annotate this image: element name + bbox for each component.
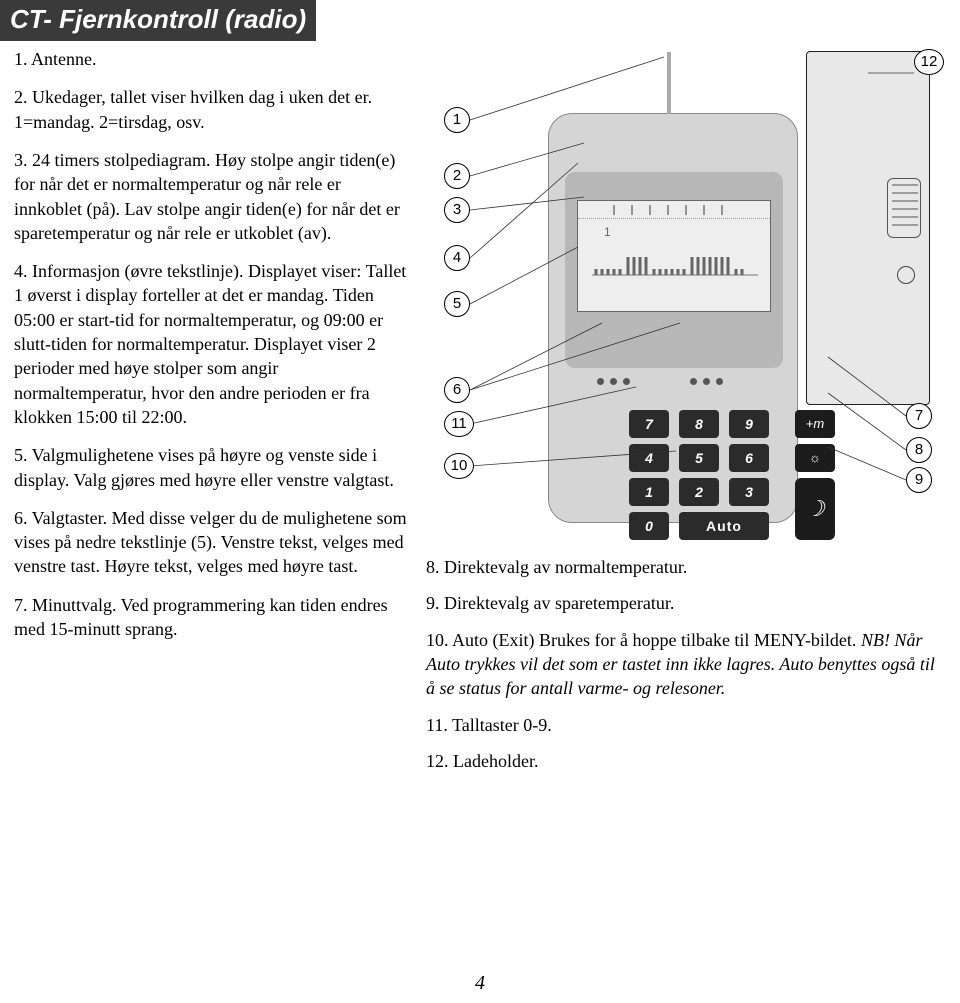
weekday-dashes — [578, 201, 770, 219]
callout-4: 4 — [444, 245, 470, 271]
key-sun[interactable]: ☼ — [795, 444, 835, 472]
key-1[interactable]: 1 — [629, 478, 669, 506]
key-plus-m[interactable]: +m — [795, 410, 835, 438]
callout-12: 12 — [914, 49, 944, 75]
item-8: 8. Direktevalg av normaltemperatur. — [426, 555, 946, 579]
left-column: 1. Antenne. 2. Ukedager, tallet viser hv… — [14, 47, 408, 785]
antenna — [667, 52, 671, 114]
device-diagram: ☼ ☾ ◷ 1 — [426, 47, 946, 547]
callout-5: 5 — [444, 291, 470, 317]
page-number: 4 — [475, 970, 485, 997]
key-4[interactable]: 4 — [629, 444, 669, 472]
item-12: 12. Ladeholder. — [426, 749, 946, 773]
callout-9: 9 — [906, 467, 932, 493]
key-auto[interactable]: Auto — [679, 512, 769, 540]
item-10: 10. Auto (Exit) Brukes for å hoppe tilba… — [426, 628, 946, 701]
remote-device: ☼ ☾ ◷ 1 — [548, 113, 798, 523]
callout-3: 3 — [444, 197, 470, 223]
key-8[interactable]: 8 — [679, 410, 719, 438]
item-5: 5. Valgmulighetene vises på høyre og ven… — [14, 443, 408, 492]
callout-7: 7 — [906, 403, 932, 429]
charger-holder — [806, 51, 930, 405]
item-1: 1. Antenne. — [14, 47, 408, 71]
charger-vent — [887, 178, 921, 238]
charger-screw-icon — [897, 266, 915, 284]
key-moon[interactable]: ☽ — [795, 478, 835, 540]
key-7[interactable]: 7 — [629, 410, 669, 438]
callout-10: 10 — [444, 453, 474, 479]
key-6[interactable]: 6 — [729, 444, 769, 472]
lcd-screen: 1 — [577, 200, 771, 312]
item-9: 9. Direktevalg av sparetemperatur. — [426, 591, 946, 615]
page-header: CT- Fjernkontroll (radio) — [0, 0, 316, 41]
callout-2: 2 — [444, 163, 470, 189]
key-9[interactable]: 9 — [729, 410, 769, 438]
left-selector[interactable] — [597, 378, 630, 385]
right-selector[interactable] — [690, 378, 723, 385]
callout-11: 11 — [444, 411, 474, 437]
callout-6: 6 — [444, 377, 470, 403]
right-text-block: 8. Direktevalg av normaltemperatur. 9. D… — [426, 555, 946, 773]
item-2: 2. Ukedager, tallet viser hvilken dag i … — [14, 85, 408, 134]
item-6: 6. Valgtaster. Med disse velger du de mu… — [14, 506, 408, 579]
key-5[interactable]: 5 — [679, 444, 719, 472]
selector-buttons — [597, 378, 723, 385]
key-3[interactable]: 3 — [729, 478, 769, 506]
key-0[interactable]: 0 — [629, 512, 669, 540]
display-day-number: 1 — [604, 225, 611, 239]
key-2[interactable]: 2 — [679, 478, 719, 506]
keypad: 7 8 9 4 5 6 1 2 3 0 Auto — [629, 410, 769, 540]
item-7: 7. Minuttvalg. Ved programmering kan tid… — [14, 593, 408, 642]
callout-1: 1 — [444, 107, 470, 133]
item-3: 3. 24 timers stolpediagram. Høy stolpe a… — [14, 148, 408, 245]
bar-diagram — [592, 251, 756, 279]
item-4: 4. Informasjon (øvre tekstlinje). Displa… — [14, 259, 408, 429]
item-11: 11. Talltaster 0-9. — [426, 713, 946, 737]
callout-8: 8 — [906, 437, 932, 463]
item-10-lead: 10. Auto (Exit) Brukes for å hoppe tilba… — [426, 630, 861, 650]
side-buttons: +m ☼ ☽ — [795, 410, 835, 540]
right-column: ☼ ☾ ◷ 1 — [426, 47, 946, 785]
